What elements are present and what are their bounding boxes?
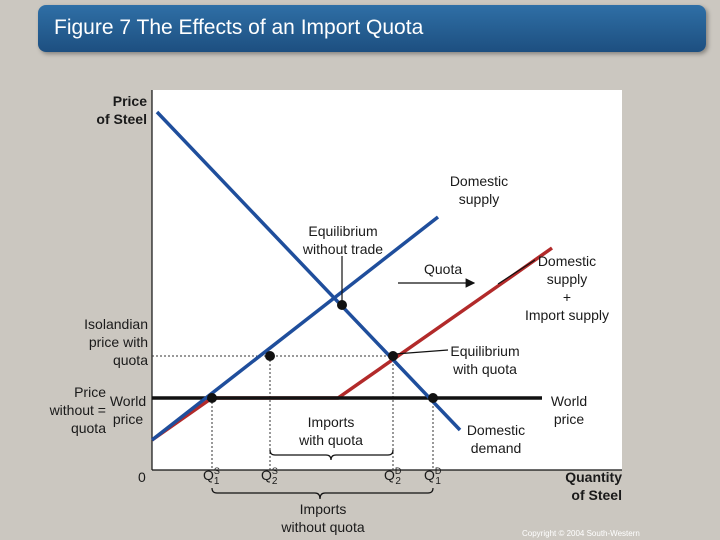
equilibrium-without-trade-label: Equilibrium without trade [302, 223, 384, 257]
equilibrium-with-quota-label: Equilibrium with quota [450, 343, 520, 377]
domestic-plus-import-pointer [497, 259, 536, 285]
q2s-point [265, 351, 275, 361]
q1-supply-label: QS1 [203, 466, 220, 487]
y-axis-label: Price of Steel [96, 93, 147, 127]
domestic-plus-import-supply-label: Domestic supply + Import supply [524, 253, 610, 323]
isolandian-price-with-quota-label: Isolandian price with quota [84, 316, 148, 368]
copyright-notice: Copyright © 2004 South-Western [522, 529, 640, 538]
origin-label: 0 [138, 469, 146, 485]
domestic-demand-label: Domestic demand [466, 422, 526, 456]
equilibrium-without-trade-point [337, 300, 347, 310]
domestic-demand-curve [155, 110, 462, 432]
equilibrium-with-quota-pointer [394, 349, 449, 355]
domestic-supply-curve [150, 215, 440, 442]
title-bar: Figure 7 The Effects of an Import Quota [38, 5, 706, 52]
q1d-point [428, 393, 438, 403]
domestic-supply-label: Domestic supply [449, 173, 509, 207]
quota-label: Quota [424, 261, 463, 277]
equilibrium-with-quota-point [388, 351, 398, 361]
imports-without-quota-brace [211, 487, 434, 500]
world-price-right-label: World price [550, 393, 588, 427]
imports-without-quota-label: Imports without quota [281, 501, 365, 535]
imports-with-quota-label: Imports with quota [299, 414, 363, 448]
price-without-quota-label: Price without = quota [49, 384, 106, 436]
figure-title: Figure 7 The Effects of an Import Quota [54, 16, 424, 39]
q1-demand-label: QD1 [424, 466, 442, 487]
x-axis-label: Quantity of Steel [565, 469, 622, 503]
plot-area [152, 90, 622, 470]
q1s-point [207, 393, 217, 403]
imports-with-quota-brace [269, 449, 394, 461]
world-price-left-label: World price [109, 393, 147, 427]
q2-demand-label: QD2 [384, 466, 402, 487]
q2-supply-label: QS2 [261, 466, 278, 487]
